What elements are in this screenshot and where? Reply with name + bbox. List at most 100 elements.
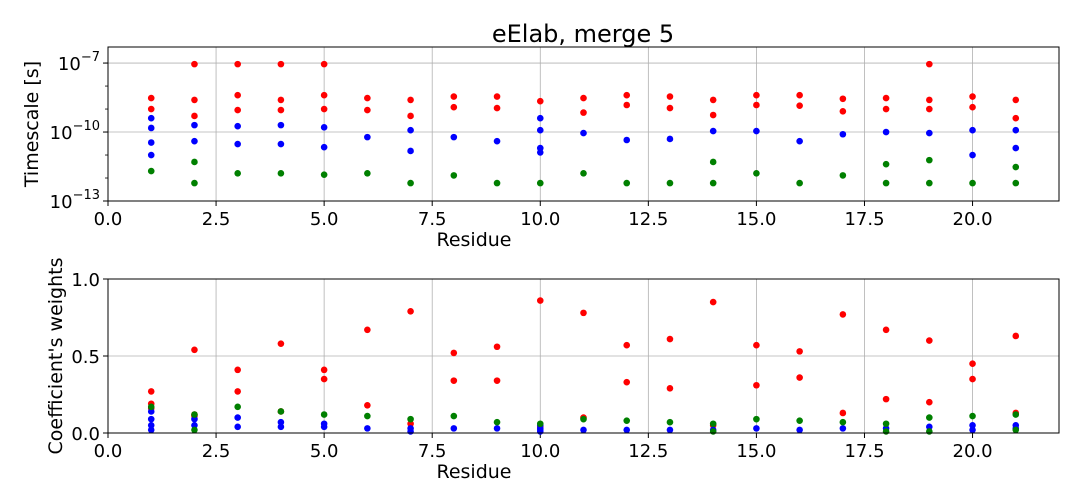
x-tick-label: 17.5 <box>844 441 884 462</box>
data-point <box>882 326 890 334</box>
data-point <box>623 136 631 144</box>
data-point <box>277 121 285 129</box>
data-point <box>882 179 890 187</box>
data-point <box>882 395 890 403</box>
data-point <box>147 403 155 411</box>
data-point <box>882 105 890 113</box>
data-point <box>709 179 717 187</box>
data-point <box>1012 96 1020 104</box>
y-tick-label: 0.0 <box>71 424 100 445</box>
data-point <box>536 297 544 304</box>
data-point <box>580 309 587 317</box>
data-point <box>709 111 717 119</box>
data-point <box>320 423 328 431</box>
data-point <box>926 156 933 164</box>
data-point <box>839 418 847 426</box>
data-point <box>364 326 371 334</box>
data-point <box>407 126 414 134</box>
x-tick-label: 7.5 <box>418 209 447 230</box>
data-point <box>1012 163 1020 171</box>
data-point <box>364 412 371 420</box>
data-point <box>969 375 976 383</box>
data-point <box>580 170 587 177</box>
data-point <box>493 425 501 432</box>
series-red <box>147 60 1020 122</box>
data-point <box>623 426 631 434</box>
data-point <box>277 170 285 177</box>
data-point <box>623 179 631 187</box>
data-point <box>147 124 155 132</box>
x-tick-label: 5.0 <box>310 441 339 462</box>
data-point <box>969 412 976 420</box>
x-tick-label: 10.0 <box>520 209 560 230</box>
data-point <box>796 91 803 99</box>
data-point <box>493 93 501 100</box>
data-point <box>926 337 933 344</box>
data-point <box>882 94 890 102</box>
data-point <box>450 349 458 357</box>
data-point <box>407 308 414 315</box>
data-point <box>493 104 501 112</box>
data-point <box>234 170 241 177</box>
data-point <box>926 428 933 435</box>
data-point <box>450 412 458 420</box>
data-point <box>191 426 198 434</box>
figure-title: eElab, merge 5 <box>492 20 674 48</box>
data-point <box>753 341 760 349</box>
data-point <box>320 411 328 418</box>
data-point <box>1012 114 1020 122</box>
data-point <box>753 101 760 109</box>
data-point <box>666 418 674 426</box>
data-point <box>320 60 328 68</box>
data-point <box>320 143 328 151</box>
data-point <box>623 91 631 99</box>
data-point <box>536 420 544 428</box>
series-blue <box>147 114 1020 159</box>
data-point <box>407 179 414 187</box>
data-point <box>407 420 414 428</box>
data-point <box>450 103 458 111</box>
data-point <box>320 124 328 131</box>
data-point <box>882 128 890 136</box>
data-point <box>882 420 890 428</box>
data-point <box>796 179 803 187</box>
data-point <box>191 179 198 187</box>
data-point <box>364 401 371 409</box>
data-point <box>147 167 155 175</box>
data-point <box>147 426 155 434</box>
data-point <box>536 114 544 122</box>
x-tick-label: 2.5 <box>202 441 231 462</box>
data-point <box>234 140 241 148</box>
data-point <box>191 60 198 68</box>
data-point <box>147 105 155 113</box>
x-tick-label: 15.0 <box>736 441 776 462</box>
data-point <box>320 375 328 383</box>
data-point <box>882 160 890 168</box>
data-point <box>407 147 414 155</box>
data-point <box>407 96 414 104</box>
data-point <box>234 60 241 68</box>
data-point <box>1012 144 1020 152</box>
data-point <box>147 388 155 395</box>
data-point <box>407 415 414 423</box>
data-point <box>450 172 458 179</box>
data-point <box>580 94 587 102</box>
data-point <box>666 179 674 187</box>
data-point <box>709 96 717 104</box>
data-point <box>191 121 198 129</box>
data-point <box>839 409 847 417</box>
data-point <box>709 428 717 435</box>
x-tick-label: 17.5 <box>844 209 884 230</box>
data-point <box>666 93 674 100</box>
x-tick-label: 7.5 <box>418 441 447 462</box>
series-red <box>147 297 1020 431</box>
data-point <box>666 335 674 343</box>
data-point <box>364 170 371 177</box>
data-point <box>969 151 976 159</box>
data-point <box>796 374 803 381</box>
data-point <box>839 425 847 432</box>
data-point <box>234 414 241 421</box>
data-point <box>1012 332 1020 340</box>
data-point <box>191 158 198 166</box>
data-point <box>1012 426 1020 434</box>
